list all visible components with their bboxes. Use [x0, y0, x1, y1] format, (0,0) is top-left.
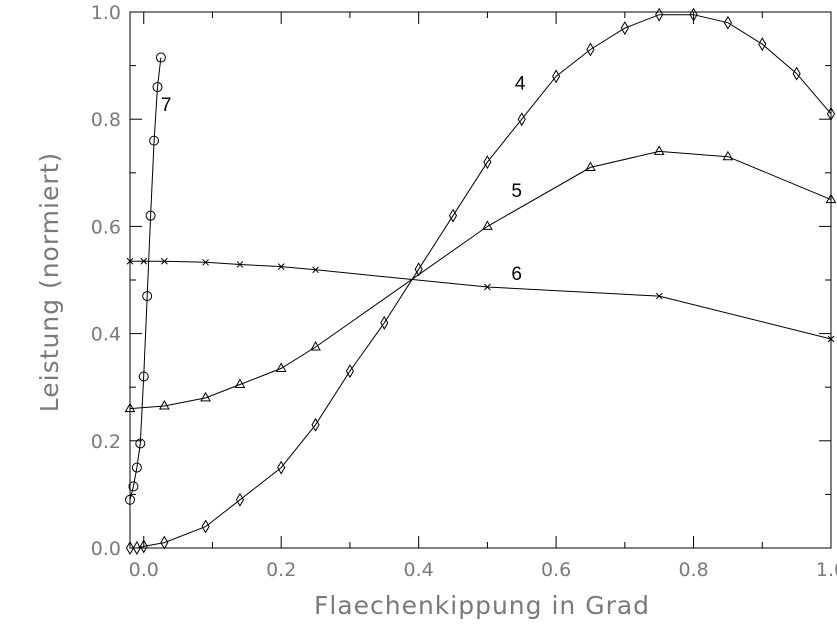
series-6-point [312, 266, 319, 274]
series-4-point [311, 417, 320, 432]
series-5-label: 5 [511, 181, 522, 202]
axis-ticks: 0.0 0.2 0.4 0.6 0.8 1.0 0.0 0.2 0.4 0.6 0.8 1.0 [91, 2, 837, 581]
y-tick-label: 0.8 [91, 109, 121, 131]
series-4-point [826, 106, 836, 121]
x-tick-label: 0.8 [678, 559, 708, 581]
series-4-point [586, 42, 595, 57]
series-7-point [145, 210, 156, 221]
series-4-label: 4 [515, 74, 526, 95]
series-6-line [130, 260, 832, 340]
series-5-point [310, 340, 321, 351]
series-6-point [484, 283, 491, 291]
plot-area-border [129, 11, 832, 549]
series-5-point [234, 378, 246, 389]
series-7-point [152, 82, 163, 93]
series-6-point [202, 258, 209, 266]
series-4-point [125, 541, 135, 555]
series-6-point [236, 261, 244, 268]
series-7-point [125, 494, 135, 505]
y-axis-title: Leistung (normiert) [35, 152, 64, 412]
series-5-point [275, 362, 287, 372]
x-tick-label: 0.2 [266, 559, 296, 581]
x-tick-label: 0.4 [404, 559, 434, 581]
series-6-point [827, 335, 835, 343]
series-4-point [345, 364, 355, 379]
series-lines [129, 14, 832, 549]
series-5-point [482, 220, 493, 230]
series-4-point [758, 37, 767, 52]
series-7-point [135, 438, 146, 449]
series-6-label: 6 [511, 264, 522, 285]
series-5-point [159, 399, 170, 410]
y-tick-label: 0.6 [91, 216, 121, 238]
series-5-point [200, 391, 211, 402]
series-6-point [126, 257, 134, 265]
series-4-line [130, 14, 832, 549]
series-7-point [155, 52, 166, 63]
series-7-point [138, 371, 149, 382]
series-6-point [277, 263, 285, 270]
series-5-line [129, 150, 832, 410]
series-7-point [149, 135, 160, 146]
x-tick-label: 0.0 [129, 559, 159, 581]
x-axis-title: Flaechenkippung in Grad [314, 591, 650, 620]
plot-frame [129, 11, 832, 549]
y-tick-label: 0.2 [91, 431, 121, 453]
series-4-point [132, 541, 141, 555]
series-5-point [653, 145, 665, 155]
series-4-point [723, 15, 732, 30]
series-4-point [235, 492, 245, 507]
series-6-point [161, 257, 168, 265]
series-4-point [160, 535, 169, 550]
series-6-point [655, 292, 663, 300]
series-5-point [825, 193, 837, 204]
y-tick-label: 0.4 [91, 324, 121, 346]
series-labels: 4 5 6 7 [161, 74, 526, 285]
series-7-point [128, 481, 139, 492]
series-4-point [201, 519, 210, 534]
x-tick-label: 0.6 [541, 559, 571, 581]
y-tick-label: 1.0 [91, 2, 121, 24]
series-5-point [585, 161, 596, 171]
series-7-point [142, 291, 153, 302]
series-5-point [124, 402, 136, 413]
series-4-point [139, 539, 148, 554]
series-7-point [131, 462, 142, 473]
series-4-point [655, 7, 664, 22]
series-4-point [620, 21, 629, 36]
series-4-point [792, 66, 801, 81]
series-4-point [448, 208, 458, 223]
series-4-point [517, 112, 526, 127]
series-4-point [414, 262, 423, 277]
series-4-point [380, 315, 389, 330]
series-4-point [277, 460, 286, 475]
x-tick-label: 1.0 [816, 559, 837, 581]
y-tick-label: 0.0 [91, 538, 121, 560]
series-5-point [722, 150, 734, 161]
series-4-point [689, 7, 698, 22]
series-4-point [483, 155, 492, 170]
series-7-line [129, 57, 162, 500]
series-6-point [140, 257, 148, 265]
series-4-point [552, 69, 561, 84]
series-7-label: 7 [161, 95, 172, 116]
series-markers [124, 7, 837, 555]
